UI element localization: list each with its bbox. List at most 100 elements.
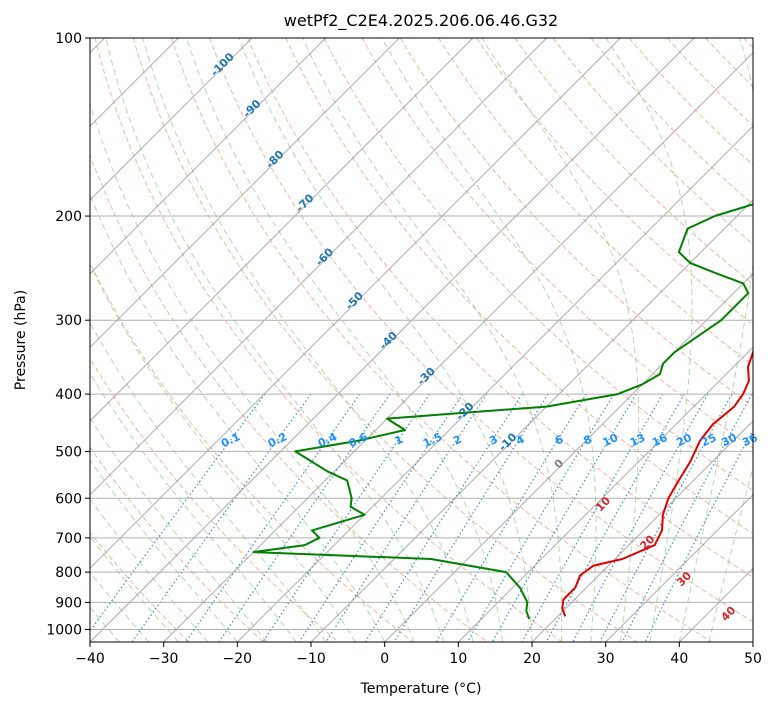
dry-adiabat — [552, 38, 753, 245]
dry-adiabat — [437, 38, 753, 366]
y-tick-label: 700 — [55, 531, 82, 547]
isotherm — [605, 493, 753, 642]
x-tick-label: 50 — [744, 651, 762, 667]
moist-adiabat — [90, 263, 356, 642]
pressure-gridlines — [90, 38, 753, 630]
dewpoint-line — [252, 203, 753, 620]
isotherm — [90, 38, 400, 349]
isotherm — [236, 125, 753, 642]
profile-lines — [252, 203, 753, 620]
mixing-ratio-line — [325, 393, 488, 642]
mixing-ratio-label: 30 — [720, 431, 740, 449]
moist-adiabat — [186, 38, 503, 642]
moist-adiabat — [678, 38, 753, 642]
mixing-ratio-line — [90, 393, 266, 632]
isotherm — [90, 38, 474, 422]
mixing-ratio-line — [131, 393, 312, 642]
dry-adiabat — [90, 261, 414, 642]
isotherm — [310, 199, 753, 642]
moist-adiabat — [90, 372, 297, 642]
moist-adiabat — [90, 459, 238, 642]
mixing-ratio-line — [185, 393, 361, 642]
moist-adiabat — [238, 38, 533, 642]
dry-adiabat — [323, 38, 753, 492]
x-tick-label: −10 — [296, 651, 326, 667]
isotherm — [531, 420, 753, 642]
isotherm — [90, 38, 621, 570]
dry-adiabat — [132, 38, 638, 642]
y-tick-label: 300 — [55, 313, 82, 329]
x-tick-label: −20 — [223, 651, 253, 667]
x-tick-label: 30 — [597, 651, 615, 667]
mixing-ratio-line — [644, 428, 753, 642]
dry-adiabat — [90, 531, 190, 642]
mixing-ratio-label: 36 — [740, 431, 760, 449]
x-tick-label: −40 — [75, 651, 105, 667]
dry-adiabat — [628, 38, 753, 166]
dry-adiabat — [90, 357, 339, 642]
dry-adiabat — [514, 38, 753, 285]
background-lines — [90, 38, 753, 642]
y-axis-label: Pressure (hPa) — [13, 290, 29, 390]
y-tick-label: 800 — [55, 565, 82, 581]
moist-adiabat — [105, 38, 445, 642]
mixing-ratio-label: 13 — [628, 431, 647, 449]
y-tick-label: 1000 — [46, 622, 82, 638]
dry-adiabat — [285, 38, 753, 535]
isotherm — [90, 38, 327, 275]
isotherm — [457, 346, 753, 642]
mixing-ratio-line — [364, 393, 523, 642]
moist-adiabat — [90, 498, 209, 642]
mixing-ratio-label: 20 — [674, 431, 694, 449]
isotherm — [90, 38, 695, 642]
mixing-ratio-line — [393, 393, 549, 642]
mixing-ratio-line — [435, 393, 587, 642]
moist-adiabat — [605, 38, 693, 642]
moist-adiabat — [381, 38, 597, 642]
mixing-ratio-line — [298, 393, 464, 642]
isotherm — [90, 38, 253, 201]
chart-title: wetPf2_C2E4.2025.206.06.46.G32 — [284, 11, 558, 31]
x-tick-label: −30 — [149, 651, 179, 667]
moist-adiabat — [90, 535, 179, 642]
x-tick-label: 40 — [670, 651, 688, 667]
temperature-line — [561, 349, 753, 617]
mixing-ratio-label: 10 — [601, 431, 621, 449]
moist-adiabat — [142, 38, 474, 642]
dry-adiabat — [247, 38, 753, 578]
y-tick-label: 900 — [55, 595, 82, 611]
x-tick-label: 10 — [449, 651, 467, 667]
isotherm — [384, 272, 753, 642]
mixing-ratio-label: 25 — [699, 431, 718, 449]
y-tick-label: 100 — [55, 31, 82, 47]
x-axis-label: Temperature (°C) — [360, 681, 482, 697]
dry-adiabat — [399, 38, 753, 407]
moist-adiabat — [90, 321, 327, 642]
mixing-ratio-line — [545, 393, 685, 642]
y-tick-label: 400 — [55, 387, 82, 403]
y-tick-label: 500 — [55, 444, 82, 460]
moist-adiabat — [481, 38, 640, 642]
mixing-ratio-label: 16 — [650, 431, 670, 449]
moist-adiabat — [90, 193, 386, 642]
moist-adiabat — [90, 417, 268, 642]
dry-adiabat — [209, 38, 753, 623]
x-tick-label: 0 — [380, 651, 389, 667]
x-axis-ticks: −40 −30 −20 −10 0 10 20 30 40 50 — [75, 642, 762, 667]
dry-adiabat — [90, 446, 264, 642]
moist-adiabat — [302, 38, 563, 642]
y-tick-label: 600 — [55, 491, 82, 507]
mixing-ratio-line — [599, 393, 733, 642]
y-tick-label: 200 — [55, 209, 82, 225]
mixing-ratio-line — [466, 393, 615, 642]
y-axis-ticks: 1000 900 800 700 600 500 400 300 200 100 — [46, 31, 90, 638]
plot-frame — [89, 37, 754, 643]
mixing-ratio-line — [621, 393, 753, 642]
dry-adiabat — [94, 38, 563, 642]
mixing-ratio-line — [491, 393, 637, 642]
moist-adiabat — [708, 465, 753, 642]
isotherm — [163, 51, 753, 642]
x-tick-label: 20 — [523, 651, 541, 667]
